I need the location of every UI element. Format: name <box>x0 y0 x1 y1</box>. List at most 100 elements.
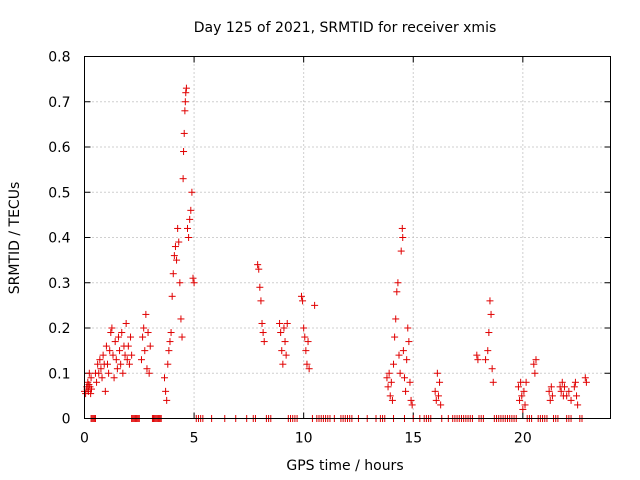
data-point <box>516 396 524 404</box>
data-point <box>122 319 130 327</box>
data-point <box>565 387 573 395</box>
data-point <box>118 329 126 337</box>
data-point <box>520 387 528 395</box>
data-point <box>96 356 104 364</box>
data-point <box>474 356 482 364</box>
data-point <box>93 378 101 386</box>
chart-title: Day 125 of 2021, SRMTID for receiver xmi… <box>194 20 497 36</box>
data-point <box>432 396 440 404</box>
data-point <box>123 356 131 364</box>
data-point <box>112 356 120 364</box>
data-point <box>87 374 95 382</box>
data-point <box>173 256 181 264</box>
data-point <box>386 392 394 400</box>
data-point <box>141 347 149 355</box>
y-tick-label: 0.5 <box>48 185 70 201</box>
data-point <box>573 392 581 400</box>
x-tick-label: 0 <box>80 431 89 447</box>
data-point <box>105 369 113 377</box>
data-point <box>546 396 554 404</box>
data-point <box>107 329 115 337</box>
data-point <box>407 396 415 404</box>
data-point <box>488 365 496 373</box>
data-point <box>176 279 184 287</box>
data-point <box>166 338 174 346</box>
y-tick-label: 0 <box>62 412 71 428</box>
data-point <box>95 369 103 377</box>
data-point <box>110 374 118 382</box>
data-point <box>299 297 307 305</box>
axes: 0 5 10 15 20 0 0.1 0.2 0.3 0.4 0.5 0.6 0.7 0.8 <box>48 50 611 447</box>
data-point <box>581 374 589 382</box>
data-point <box>140 324 148 332</box>
data-point <box>433 369 441 377</box>
y-tick-label: 0.6 <box>48 140 70 156</box>
x-tick-label: 10 <box>295 431 313 447</box>
data-point <box>519 405 527 413</box>
data-point <box>186 215 194 223</box>
data-point <box>297 292 305 300</box>
data-point <box>404 324 412 332</box>
data-point <box>486 297 494 305</box>
y-tick-label: 0.1 <box>48 366 70 382</box>
data-point <box>164 360 172 368</box>
data-point <box>521 401 529 409</box>
data-point <box>434 392 442 400</box>
data-point <box>302 347 310 355</box>
data-point <box>304 338 312 346</box>
data-point <box>188 188 196 196</box>
data-point <box>180 129 188 137</box>
data-point <box>119 369 127 377</box>
data-point <box>142 310 150 318</box>
data-point <box>278 347 286 355</box>
data-point <box>570 383 578 391</box>
data-point <box>178 333 186 341</box>
data-point <box>256 283 264 291</box>
data-point <box>88 385 96 393</box>
data-point <box>385 369 393 377</box>
y-tick-label: 0.2 <box>48 321 70 337</box>
data-point <box>522 378 530 386</box>
data-point <box>277 329 285 337</box>
data-point <box>145 369 153 377</box>
data-point <box>146 342 154 350</box>
data-point <box>582 378 590 386</box>
data-point <box>400 374 408 382</box>
data-point <box>514 383 522 391</box>
data-point <box>85 369 93 377</box>
data-point <box>280 324 288 332</box>
y-tick-label: 0.3 <box>48 276 70 292</box>
data-point <box>180 148 188 156</box>
data-point <box>276 319 284 327</box>
y-tick-label: 0.8 <box>48 50 70 66</box>
data-point <box>301 333 309 341</box>
data-point <box>489 378 497 386</box>
data-point <box>189 274 197 282</box>
data-point <box>311 301 319 309</box>
data-point <box>111 338 119 346</box>
data-point <box>137 356 145 364</box>
x-tick-label: 15 <box>404 431 422 447</box>
data-point <box>127 333 135 341</box>
data-point <box>397 247 405 255</box>
data-point <box>185 234 193 241</box>
data-point <box>558 378 566 386</box>
data-point <box>403 356 411 364</box>
data-point <box>563 392 571 400</box>
grid <box>84 56 611 419</box>
data-point <box>121 351 129 359</box>
data-point <box>124 342 132 350</box>
data-point <box>109 351 117 359</box>
data-point <box>530 360 538 368</box>
data-point <box>282 351 290 359</box>
data-point <box>182 89 190 97</box>
data-point <box>545 387 553 395</box>
data-point <box>300 324 308 332</box>
data-point <box>574 401 582 409</box>
data-point <box>482 356 490 364</box>
data-point <box>393 288 401 296</box>
data-point <box>383 374 391 382</box>
data-point <box>179 175 187 183</box>
y-tick-label: 0.4 <box>48 231 70 247</box>
data-point <box>117 360 125 368</box>
